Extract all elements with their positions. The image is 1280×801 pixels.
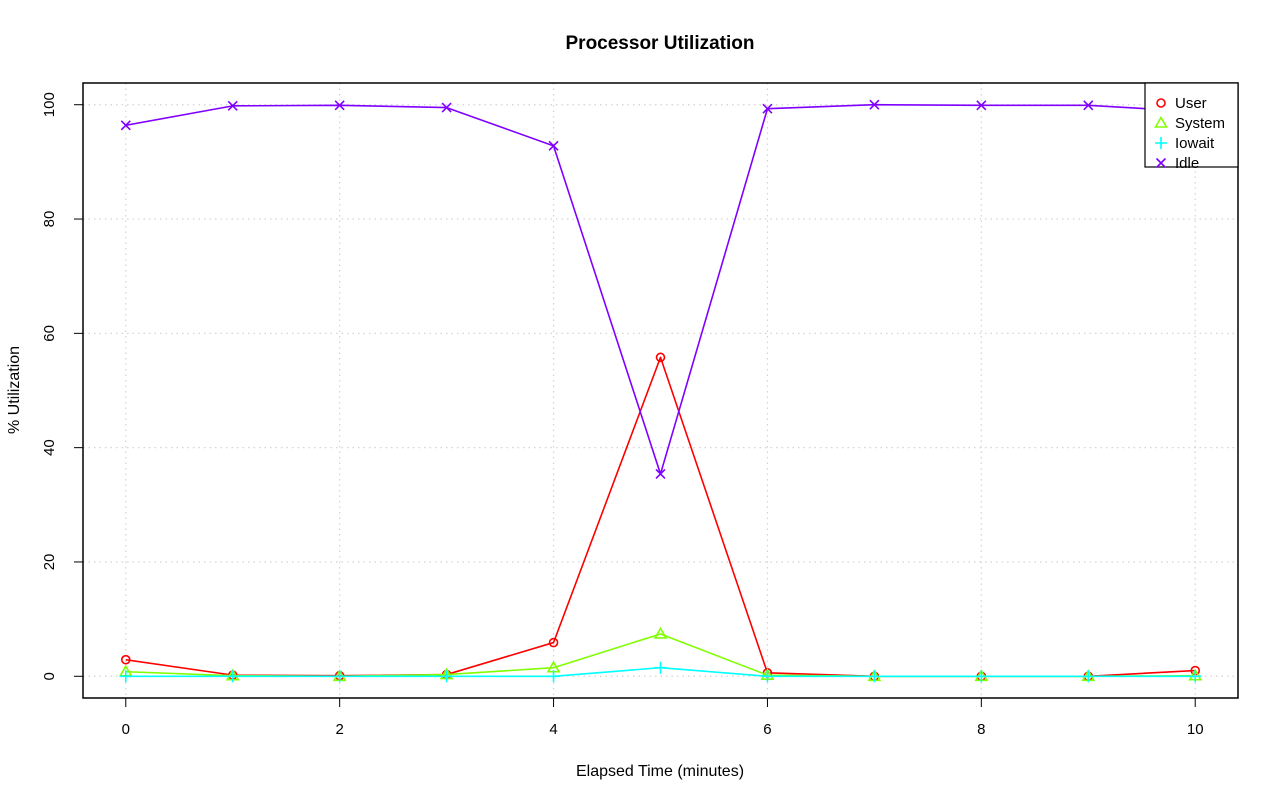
data-point-iowait <box>333 670 346 683</box>
legend-label-iowait: Iowait <box>1175 135 1215 152</box>
x-tick-label: 2 <box>335 721 343 738</box>
series-layer <box>118 99 1203 683</box>
series-iowait <box>119 661 1202 683</box>
data-point-idle <box>120 120 131 131</box>
legend-item-user: User <box>1156 95 1207 112</box>
data-point-idle <box>976 100 987 111</box>
legend-item-system: System <box>1154 115 1225 132</box>
y-tick-label: 20 <box>41 554 58 571</box>
legend-marker-user <box>1156 98 1166 108</box>
legend-marker-idle <box>1155 157 1167 169</box>
data-point-user <box>548 637 559 648</box>
data-point-iowait <box>1082 670 1095 683</box>
y-tick-label: 80 <box>41 211 58 228</box>
x-tick-label: 6 <box>763 721 771 738</box>
x-tick-label: 4 <box>549 721 557 738</box>
data-point-user <box>120 654 131 665</box>
legend-marker-system <box>1154 115 1168 128</box>
x-tick-label: 0 <box>122 721 130 738</box>
legend-label-user: User <box>1175 95 1207 112</box>
x-tick-label: 8 <box>977 721 985 738</box>
series-idle <box>120 99 1201 480</box>
y-tick-label: 100 <box>41 92 58 117</box>
data-point-iowait <box>868 670 881 683</box>
data-point-idle <box>441 102 452 113</box>
data-point-idle <box>655 468 666 480</box>
data-point-iowait <box>547 670 560 683</box>
legend-marker-iowait <box>1155 137 1167 149</box>
x-axis: 0 2 4 6 8 10 <box>122 697 1204 738</box>
data-point-iowait <box>440 670 453 683</box>
data-point-system <box>653 626 668 639</box>
data-point-user <box>655 352 666 363</box>
data-point-iowait <box>1189 670 1202 683</box>
data-point-idle <box>762 103 773 114</box>
legend-label-idle: Idle <box>1175 155 1199 172</box>
data-point-iowait <box>119 670 132 683</box>
data-point-iowait <box>226 670 239 683</box>
chart-title: Processor Utilization <box>566 33 755 54</box>
legend: User System Iowait Idle <box>1144 82 1239 172</box>
legend-label-system: System <box>1175 115 1225 132</box>
y-axis-label: % Utilization <box>6 346 23 434</box>
x-tick-label: 10 <box>1187 721 1204 738</box>
data-point-idle <box>227 100 238 111</box>
data-point-idle <box>869 99 880 110</box>
data-point-iowait <box>654 661 667 674</box>
data-point-idle <box>1083 100 1094 111</box>
y-tick-label: 60 <box>41 325 58 342</box>
data-point-iowait <box>761 670 774 683</box>
series-line-idle <box>125 103 1196 475</box>
data-point-iowait <box>975 670 988 683</box>
legend-item-iowait: Iowait <box>1155 135 1215 152</box>
series-user <box>120 352 1201 682</box>
y-tick-label: 0 <box>41 672 58 680</box>
legend-box <box>1144 82 1239 168</box>
y-axis: 0 20 40 60 80 100 <box>41 92 84 680</box>
plot-frame <box>82 82 1239 699</box>
legend-item-idle: Idle <box>1155 155 1199 172</box>
grid <box>83 83 1238 698</box>
y-tick-label: 40 <box>41 439 58 456</box>
data-point-idle <box>548 140 559 151</box>
x-axis-label: Elapsed Time (minutes) <box>576 763 744 780</box>
data-point-idle <box>334 100 345 111</box>
